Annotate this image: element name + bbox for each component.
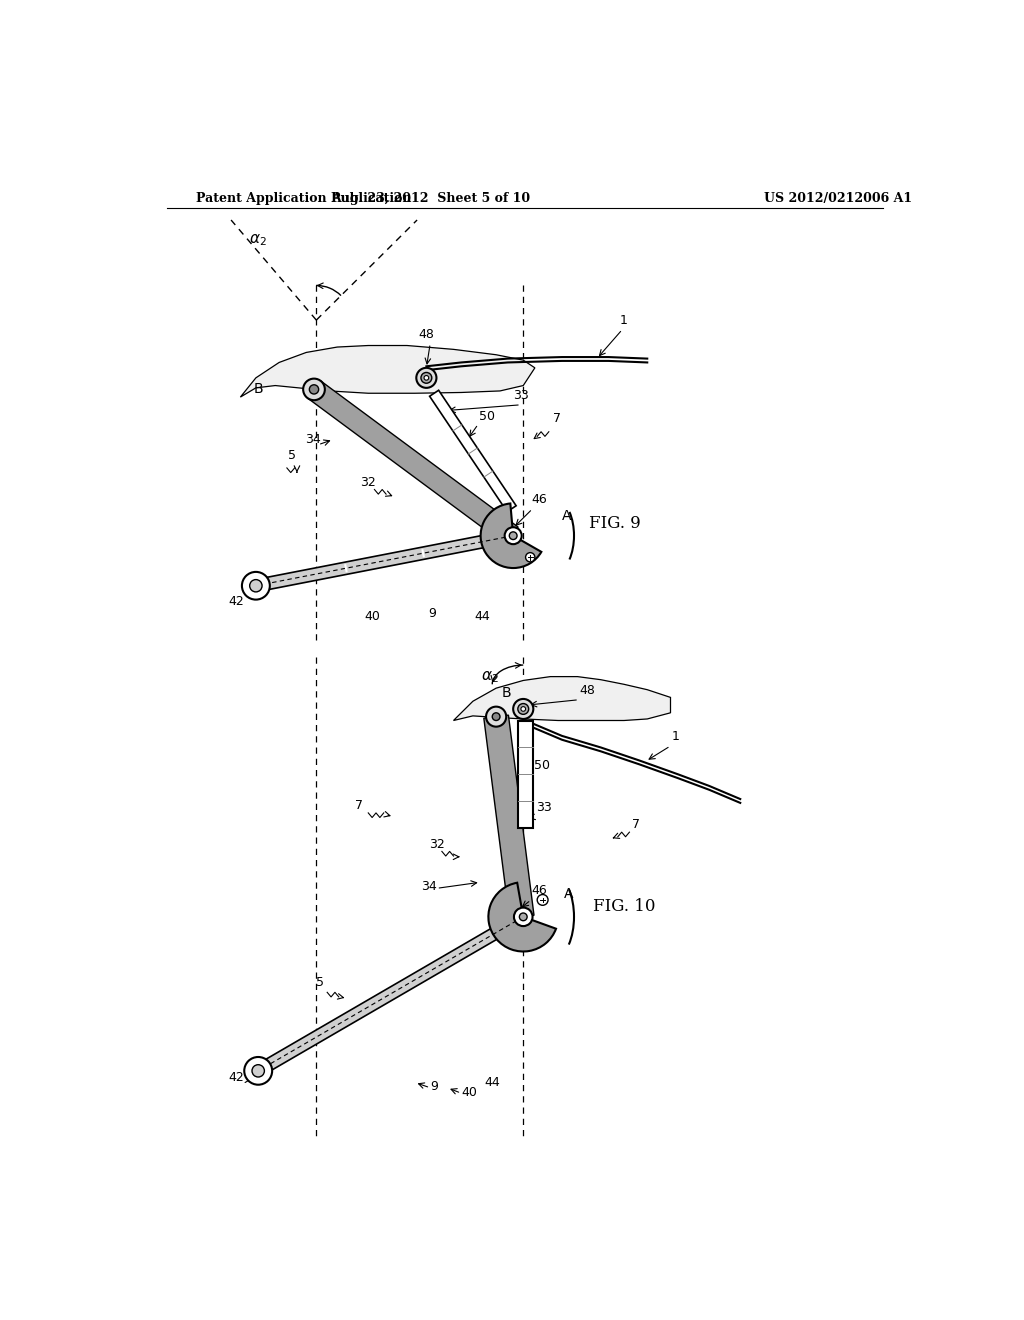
Text: 33: 33 (537, 801, 552, 814)
Text: FIG. 9: FIG. 9 (589, 515, 641, 532)
Polygon shape (454, 677, 671, 721)
Circle shape (513, 700, 534, 719)
Text: 44: 44 (474, 610, 490, 623)
Text: 42: 42 (228, 595, 245, 609)
Text: 40: 40 (461, 1086, 477, 1100)
Polygon shape (430, 391, 516, 512)
Text: 48: 48 (419, 327, 434, 341)
Text: 50: 50 (479, 411, 495, 424)
Circle shape (521, 706, 525, 711)
Text: 7: 7 (355, 799, 364, 812)
Text: 7: 7 (553, 412, 561, 425)
Text: 34: 34 (305, 433, 321, 446)
Text: $\alpha_2$: $\alpha_2$ (480, 669, 499, 685)
Text: 34: 34 (421, 880, 436, 892)
Text: Patent Application Publication: Patent Application Publication (197, 191, 412, 205)
Circle shape (519, 913, 527, 921)
Text: 5: 5 (316, 977, 325, 989)
Circle shape (421, 372, 432, 383)
Circle shape (493, 713, 500, 721)
Circle shape (245, 1057, 272, 1085)
Circle shape (424, 376, 429, 380)
Polygon shape (518, 721, 534, 829)
Text: B: B (502, 686, 511, 701)
Text: 5: 5 (289, 449, 296, 462)
Circle shape (486, 706, 506, 726)
Text: $\alpha_2$: $\alpha_2$ (249, 232, 267, 248)
Text: 7: 7 (632, 818, 640, 832)
Text: 1: 1 (672, 730, 680, 743)
Polygon shape (307, 380, 518, 544)
Circle shape (250, 579, 262, 591)
Polygon shape (483, 715, 534, 919)
Circle shape (505, 527, 521, 544)
Text: 9: 9 (430, 1080, 438, 1093)
Text: A: A (563, 887, 573, 900)
Polygon shape (241, 346, 535, 397)
Text: 44: 44 (484, 1076, 501, 1089)
Text: FIG. 10: FIG. 10 (593, 899, 655, 916)
Text: 46: 46 (531, 494, 547, 507)
Text: B: B (254, 383, 263, 396)
Circle shape (417, 368, 436, 388)
Circle shape (252, 1065, 264, 1077)
Wedge shape (480, 503, 542, 568)
Text: US 2012/0212006 A1: US 2012/0212006 A1 (764, 191, 911, 205)
Text: Aug. 23, 2012  Sheet 5 of 10: Aug. 23, 2012 Sheet 5 of 10 (331, 191, 529, 205)
Circle shape (303, 379, 325, 400)
Polygon shape (255, 529, 514, 591)
Circle shape (518, 704, 528, 714)
Text: 1: 1 (621, 314, 628, 327)
Text: 46: 46 (531, 884, 547, 896)
Circle shape (309, 385, 318, 395)
Circle shape (514, 908, 532, 927)
Text: 50: 50 (535, 759, 550, 772)
Text: 33: 33 (513, 389, 529, 403)
Wedge shape (488, 883, 556, 952)
Text: 40: 40 (365, 610, 380, 623)
Circle shape (509, 532, 517, 540)
Text: 42: 42 (228, 1071, 245, 1084)
Polygon shape (255, 912, 526, 1076)
Text: 48: 48 (579, 684, 595, 697)
Text: 32: 32 (429, 838, 444, 850)
Circle shape (538, 895, 548, 906)
Text: 9: 9 (429, 607, 436, 619)
Text: A: A (562, 510, 571, 523)
Text: 32: 32 (360, 475, 376, 488)
Circle shape (525, 553, 535, 562)
Circle shape (242, 572, 270, 599)
